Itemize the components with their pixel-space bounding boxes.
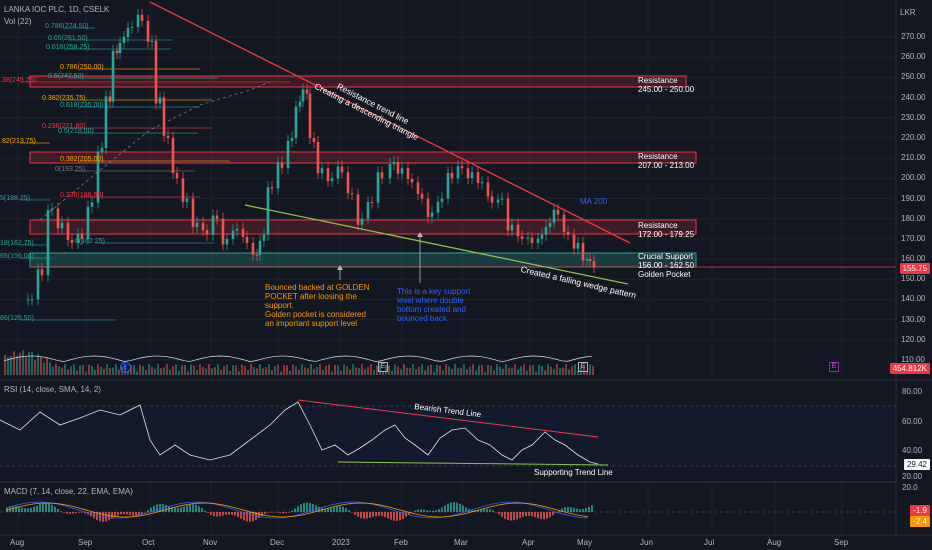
rsi-value-tag: 29.42 [903, 459, 930, 470]
time-tick: Jun [640, 538, 653, 547]
fib-label: 0.382(205.00) [60, 156, 104, 163]
rsi-tick: 40.00 [902, 446, 923, 455]
price-tick: 260.00 [901, 52, 926, 62]
price-tick: 250.00 [901, 72, 926, 82]
rsi-band [0, 406, 896, 466]
macd-line [5, 501, 589, 519]
arrow-head [417, 232, 423, 237]
fib-label: .38(245.25) [0, 77, 36, 84]
zone-label-3: Resistance 172.00 - 179.25 [638, 221, 695, 239]
price-tick: 120.00 [901, 334, 926, 344]
resistance-zone-245-250[interactable] [29, 75, 687, 88]
price-tick: 160.00 [901, 254, 926, 264]
time-tick: Mar [454, 538, 468, 547]
rsi-line [0, 401, 599, 465]
rsi-tick: 80.00 [902, 387, 923, 396]
price-tick: 270.00 [901, 32, 926, 41]
time-tick: 2023 [332, 538, 350, 547]
rsi-bearish-trend-line[interactable] [297, 399, 599, 438]
fib-label: 5(188.25) [0, 195, 30, 202]
fib-label: 0.786(274.50) [45, 23, 89, 30]
golden-pocket-note: Bounced backed at GOLDEN POCKET after lo… [265, 283, 370, 328]
price-tick: 150.00 [901, 274, 926, 284]
time-tick: Aug [10, 538, 25, 547]
time-tick: Sep [834, 538, 849, 547]
zone-label-2: Resistance 207.00 - 213.00 [638, 152, 695, 170]
time-tick: Aug [767, 538, 782, 547]
rsi-tick: 60.00 [902, 417, 923, 426]
volume-bars [3, 350, 594, 375]
fib-label: .82(213.75) [0, 138, 36, 145]
fib-label: 0(193.25) [55, 166, 85, 173]
fib-label: 65(156.00) [0, 253, 34, 260]
time-tick: Sep [78, 538, 93, 547]
fibonacci-levels [20, 27, 290, 321]
macd-value-tag: -1.9 [910, 505, 930, 516]
fib-trend-line [39, 81, 271, 221]
price-tick: 180.00 [901, 213, 926, 223]
macd-histogram [6, 502, 593, 522]
zone-label-4: Crucial Support 156.00 - 162.50 Golden Poc… [638, 252, 695, 279]
rsi-title[interactable]: RSI (14, close, SMA, 14, 2) [4, 385, 101, 394]
event-marker-earnings[interactable]: E [578, 362, 588, 372]
macd-tick: 20.0 [902, 483, 918, 492]
price-tick: 110.00 [901, 355, 925, 364]
price-candles [26, 8, 596, 306]
volume-value-tag: 454.812K [889, 363, 930, 374]
macd-signal-tag: -2.4 [910, 516, 930, 527]
time-tick: Nov [203, 538, 218, 547]
fib-label: 0.786(250.00) [60, 64, 104, 71]
fib-label: 0.618(235.00) [60, 102, 104, 109]
zone-label-1: Resistance 245.00 - 250.00 [638, 76, 695, 94]
volume-ma-line [3, 355, 593, 363]
fib-label: 18(162.75) [0, 240, 34, 247]
event-marker-upcoming[interactable]: E [829, 362, 839, 372]
price-tick: 200.00 [901, 173, 926, 183]
rsi-support-trend-line[interactable] [337, 461, 609, 466]
fib-label: 0.618(258.25) [46, 44, 90, 51]
fib-label: 0(162.25) [75, 238, 105, 245]
time-tick: May [577, 538, 593, 547]
resistance-trend-line[interactable] [149, 1, 631, 244]
fib-label: 0.236(186.50) [60, 192, 104, 199]
price-tick: 230.00 [901, 112, 926, 122]
macd-signal-line [5, 502, 589, 518]
price-tick: 190.00 [901, 193, 926, 203]
rsi-tick: 20.00 [902, 472, 923, 481]
fib-label: 0.65(261.50) [48, 35, 88, 42]
currency-label: LKR [900, 8, 916, 17]
price-tick: 170.00 [901, 233, 926, 243]
price-tick: 240.00 [901, 92, 926, 102]
resistance-zone-207-213[interactable] [29, 151, 697, 164]
price-tick: 220.00 [901, 132, 926, 142]
price-tick: 210.00 [901, 153, 926, 163]
event-marker-dividend[interactable]: E [120, 362, 131, 373]
fib-label: 0.382(235.75) [42, 95, 86, 102]
fib-label: 86(126.50) [0, 315, 34, 322]
price-tick: 140.00 [901, 294, 926, 304]
ma200-label: MA 200 [580, 197, 608, 206]
rsi-support-label: Supporting Trend Line [534, 468, 613, 477]
symbol-title[interactable]: LANKA IOC PLC, 1D, CSELK [4, 5, 110, 14]
last-price-tag: 155.75 [899, 263, 930, 274]
support-trend-line[interactable] [244, 204, 629, 285]
support-zone-golden-pocket[interactable] [29, 252, 697, 268]
key-support-note: This is a key support level where double… [397, 287, 471, 323]
fib-label: 0.5(218.00) [58, 128, 94, 135]
time-tick: Jul [704, 538, 715, 547]
price-tick: 130.00 [901, 314, 926, 324]
time-tick: Apr [522, 538, 535, 547]
volume-indicator-title[interactable]: Vol (22) [4, 17, 32, 26]
event-marker-earnings[interactable]: E [378, 362, 388, 372]
fib-label: 0.5(247.50) [48, 73, 84, 80]
macd-title[interactable]: MACD (7, 14, close, 22, EMA, EMA) [4, 487, 133, 496]
time-tick: Oct [142, 538, 155, 547]
time-tick: Dec [270, 538, 285, 547]
time-tick: Feb [394, 538, 408, 547]
fib-label: 0.236(221.80) [42, 123, 86, 130]
arrow-head [337, 265, 343, 270]
